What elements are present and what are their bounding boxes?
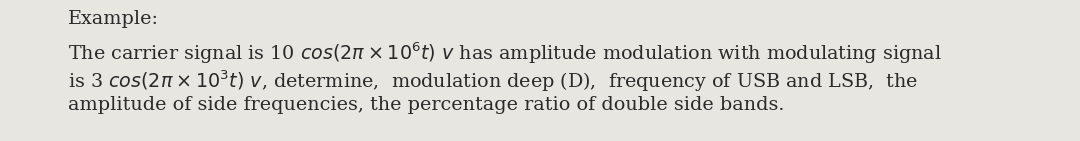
- Text: Example:: Example:: [68, 10, 159, 28]
- Text: is 3 $\mathit{cos}(2\pi \times 10^{3}t)$ $\mathit{v}$, determine,  modulation de: is 3 $\mathit{cos}(2\pi \times 10^{3}t)$…: [68, 68, 918, 93]
- Text: The carrier signal is 10 $\mathit{cos}(2\pi \times 10^{6}t)$ $\mathit{v}$ has am: The carrier signal is 10 $\mathit{cos}(2…: [68, 40, 942, 66]
- Text: amplitude of side frequencies, the percentage ratio of double side bands.: amplitude of side frequencies, the perce…: [68, 96, 784, 114]
